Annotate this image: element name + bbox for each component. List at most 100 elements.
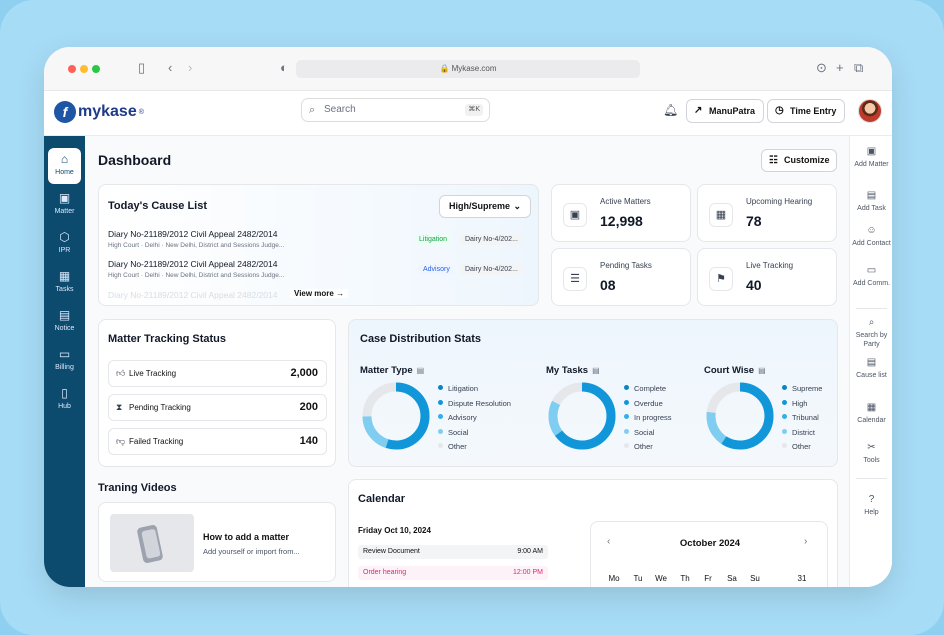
search-input[interactable]: ⌕ Search ⌘K: [301, 98, 490, 122]
info-icon[interactable]: ▤: [758, 366, 766, 375]
view-more-link[interactable]: View more →: [290, 289, 349, 298]
avatar[interactable]: [858, 99, 882, 123]
logo[interactable]: f mykase ®: [54, 101, 144, 123]
add-contact-button[interactable]: ☺ Add Contact: [850, 225, 892, 248]
stat-value: 08: [600, 277, 616, 293]
time-entry-button[interactable]: ◷ Time Entry: [767, 99, 846, 123]
tools-button[interactable]: ✂︎ Tools: [850, 442, 892, 465]
calendar-icon: ▦: [866, 402, 877, 413]
bell-icon[interactable]: 🔔︎: [663, 103, 679, 117]
cause-title: Diary No-21189/2012 Civil Appeal 2482/20…: [108, 259, 278, 269]
donut-group-court-wise: Court Wise ▤ Supreme High Tribunal Distri…: [704, 360, 849, 451]
month-title: October 2024: [679, 538, 741, 549]
shield-icon: ◐: [280, 60, 288, 75]
videos-title: Traning Videos: [98, 482, 177, 494]
calendar-button[interactable]: ▦ Calendar: [850, 402, 892, 425]
sidebar-item-ipr[interactable]: ⬡ IPR: [48, 226, 81, 262]
new-tab-icon[interactable]: +: [836, 60, 844, 75]
sidebar-toggle-icon[interactable]: ▯: [138, 60, 146, 75]
customize-button[interactable]: ☷ Customize: [761, 149, 837, 172]
add-comm-button[interactable]: ▭ Add Comm.: [850, 265, 892, 288]
info-icon[interactable]: ▤: [592, 366, 600, 375]
cause-city: Delhi: [144, 242, 160, 249]
help-icon: ?: [868, 494, 875, 505]
clipboard-icon: ▣: [866, 146, 877, 157]
legend-dot: [782, 428, 787, 434]
legend-dot: [624, 443, 629, 448]
event-item[interactable]: Order hearing 12:00 PM: [358, 566, 548, 580]
quick-action-label: Cause list: [856, 372, 887, 379]
sidebar-item-notice[interactable]: ▤ Notice: [48, 304, 81, 340]
legend-dot: [438, 385, 443, 390]
stat-card[interactable]: ⚑ Live Tracking 40: [697, 248, 837, 306]
address-bar[interactable]: 🔒 Mykase.com: [296, 60, 640, 78]
brand-name: mykase: [78, 103, 137, 120]
calendar-day[interactable]: 31: [797, 574, 807, 583]
add-task-button[interactable]: ▤ Add Task: [850, 190, 892, 213]
close-window-button[interactable]: [68, 65, 76, 73]
sidebar-item-matter[interactable]: ▣ Matter: [48, 187, 81, 223]
video-thumbnail[interactable]: [110, 514, 194, 572]
sidebar-label: Hub: [58, 403, 71, 410]
minimize-window-button[interactable]: [80, 65, 88, 73]
tracking-label: Live Tracking: [129, 369, 177, 378]
case-distribution-title: Case Distribution Stats: [360, 333, 482, 345]
list-icon: ☰: [563, 267, 587, 291]
manupatra-button[interactable]: ↗ ManuPatra: [686, 99, 765, 123]
video-card[interactable]: How to add a matter Add yourself or impo…: [98, 502, 336, 582]
legend-label: Dispute Resolution: [448, 398, 511, 408]
quick-action-label: Help: [864, 509, 879, 516]
download-icon[interactable]: ⊙: [816, 60, 827, 75]
info-icon[interactable]: ▤: [416, 366, 425, 375]
donut-chart[interactable]: [360, 380, 432, 452]
weekday: Tu: [633, 574, 643, 583]
legend-dot: [438, 399, 443, 405]
next-month-icon[interactable]: ›: [804, 536, 808, 547]
search-by-party-button[interactable]: ⌕ Search by Party: [850, 317, 892, 349]
legend-label: District: [792, 427, 815, 437]
legend-item: District: [782, 426, 822, 441]
cause-list-button[interactable]: ▤ Cause list: [850, 357, 892, 380]
back-icon[interactable]: ‹: [168, 60, 173, 75]
court-filter-select[interactable]: High/Supreme ⌄: [439, 195, 531, 218]
stat-card[interactable]: ▣ Active Matters 12,998: [551, 184, 691, 242]
cause-row[interactable]: Diary No-21189/2012 Civil Appeal 2482/20…: [108, 259, 528, 279]
legend-item: Tribunal: [782, 411, 822, 426]
legend-item: High: [782, 397, 822, 412]
time-entry-label: Time Entry: [790, 106, 837, 116]
sidebar-label: Home: [55, 169, 74, 176]
legend-item: Dispute Resolution: [438, 397, 511, 412]
sidebar-item-billing[interactable]: ▭ Billing: [48, 343, 81, 379]
donut-chart[interactable]: [546, 380, 618, 452]
sidebar-item-hub[interactable]: ▯ Hub: [48, 382, 81, 418]
maximize-window-button[interactable]: [92, 65, 100, 73]
sidebar-item-tasks[interactable]: ▦ Tasks: [48, 265, 81, 301]
tabs-icon[interactable]: ⧉: [854, 60, 864, 75]
stat-card[interactable]: ☰ Pending Tasks 08: [551, 248, 691, 306]
cause-city: Delhi: [144, 272, 160, 279]
tracking-row-pending[interactable]: ⧗ Pending Tracking 200: [108, 394, 327, 421]
tracking-row-live[interactable]: 👍︎ Live Tracking 2,000: [108, 360, 327, 387]
legend-label: Social: [448, 427, 469, 437]
stat-card[interactable]: ▦ Upcoming Hearing 78: [697, 184, 837, 242]
quick-action-label: Tools: [863, 457, 880, 464]
help-button[interactable]: ? Help: [850, 494, 892, 517]
tracking-value: 2,000: [290, 367, 318, 379]
forward-icon[interactable]: ›: [188, 60, 193, 75]
add-matter-button[interactable]: ▣ Add Matter: [850, 146, 892, 169]
stat-value: 40: [746, 277, 762, 293]
donut-group-my-tasks: My Tasks ▤ Complete Overdue In progress S…: [546, 360, 706, 451]
hourglass-icon: ⧗: [116, 402, 123, 412]
legend-item: Advisory: [438, 411, 511, 426]
tracking-row-failed[interactable]: 👎︎ Failed Tracking 140: [108, 428, 327, 455]
quick-actions-bar: ▣ Add Matter ▤ Add Task ☺ Add Contact ▭ Add …: [849, 136, 892, 587]
prev-month-icon[interactable]: ‹: [607, 536, 611, 547]
cause-row[interactable]: Diary No-21189/2012 Civil Appeal 2482/20…: [108, 229, 528, 249]
event-item[interactable]: Review Document 9:00 AM: [358, 545, 548, 559]
sliders-icon: ☷: [769, 155, 778, 166]
briefcase-icon: ▣: [563, 203, 587, 227]
donut-chart[interactable]: [704, 380, 776, 452]
url-text: Mykase.com: [451, 64, 497, 73]
month-calendar: ‹ October 2024 › Mo Tu We Th Fr Sa Su 31: [590, 521, 828, 587]
sidebar-item-home[interactable]: ⌂ Home: [48, 148, 81, 184]
